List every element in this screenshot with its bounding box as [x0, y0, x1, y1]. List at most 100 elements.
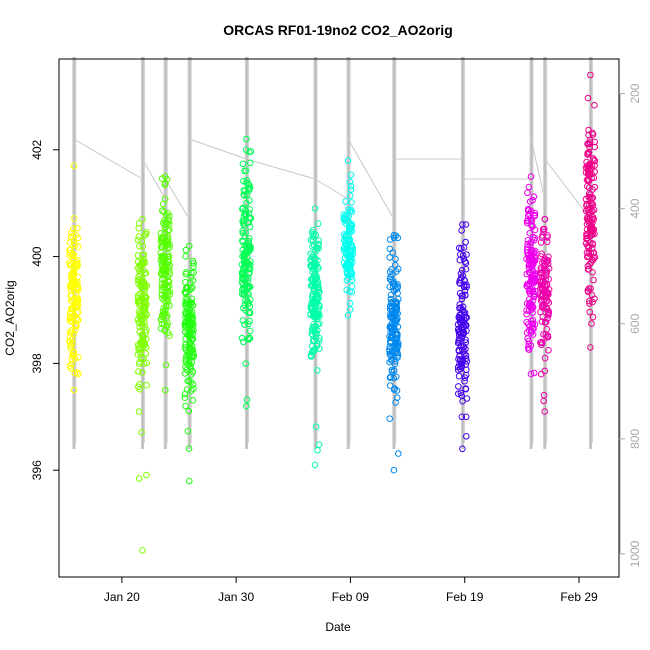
data-point	[524, 237, 532, 244]
data-point	[136, 385, 143, 393]
y-axis-label: CO2_AO2orig	[3, 280, 17, 355]
data-point	[238, 334, 246, 342]
data-point	[309, 276, 317, 284]
data-point	[184, 285, 191, 292]
data-point	[189, 397, 197, 404]
data-point	[136, 243, 143, 250]
y2-tick-label: 600	[628, 313, 642, 333]
x-tick-label: Jan 30	[218, 590, 254, 604]
data-point	[311, 285, 318, 293]
data-point	[181, 390, 189, 398]
y2-axis: 200 400 600 800 1000	[619, 83, 642, 567]
data-point	[459, 252, 467, 259]
data-point	[523, 311, 530, 318]
data-point	[165, 258, 173, 266]
data-point	[387, 314, 395, 321]
data-point	[312, 334, 320, 342]
data-point	[159, 276, 166, 283]
data-point	[462, 345, 469, 353]
data-point	[73, 296, 80, 303]
data-point	[314, 281, 322, 288]
data-point	[386, 338, 394, 345]
data-point	[344, 312, 352, 319]
x-tick-label: Feb 19	[446, 590, 484, 604]
data-point	[528, 329, 535, 336]
data-point	[162, 386, 169, 394]
data-point	[162, 242, 170, 250]
data-point	[386, 275, 394, 283]
data-point	[246, 269, 253, 276]
data-point	[585, 193, 592, 201]
data-point	[139, 259, 147, 267]
data-point	[589, 269, 596, 276]
data-point	[585, 206, 593, 214]
data-point	[583, 200, 591, 208]
data-point	[530, 237, 538, 244]
altitude-transit	[544, 158, 591, 220]
data-point	[455, 338, 463, 345]
data-point	[307, 236, 315, 244]
data-point	[311, 205, 319, 212]
data-point	[528, 320, 536, 328]
data-point	[542, 272, 550, 279]
data-point	[182, 402, 189, 410]
data-point	[537, 269, 545, 276]
data-point	[540, 228, 547, 236]
data-point	[242, 360, 250, 367]
data-point	[72, 232, 80, 239]
data-point	[345, 206, 352, 213]
data-point	[186, 242, 193, 250]
data-point	[313, 309, 321, 317]
data-point	[529, 331, 537, 338]
data-point	[75, 308, 82, 316]
data-point	[161, 326, 169, 334]
data-point	[458, 363, 465, 371]
data-point	[395, 265, 402, 273]
data-point	[135, 277, 143, 284]
y-tick-label: 398	[30, 353, 44, 373]
data-point	[141, 232, 148, 239]
data-point	[585, 162, 593, 170]
data-point	[586, 161, 594, 169]
data-point	[386, 346, 393, 353]
data-point	[187, 312, 194, 320]
data-point	[68, 356, 76, 363]
data-point	[462, 385, 470, 392]
data-point	[544, 232, 551, 239]
data-point	[143, 381, 150, 389]
data-point	[166, 244, 173, 251]
data-point	[181, 394, 189, 402]
y-tick-label: 400	[30, 246, 44, 266]
data-point	[141, 294, 149, 302]
data-point	[239, 227, 246, 235]
data-point	[186, 316, 193, 324]
data-point	[241, 321, 248, 328]
data-point	[455, 313, 463, 321]
data-point	[538, 293, 545, 300]
altitude-transit	[347, 138, 395, 220]
data-point	[461, 291, 469, 299]
data-point	[461, 281, 468, 289]
data-point	[341, 254, 349, 262]
data-point	[74, 224, 81, 232]
data-point	[584, 182, 591, 190]
data-point	[142, 230, 150, 238]
data-point	[528, 306, 535, 313]
data-point	[140, 303, 148, 311]
data-point	[588, 170, 595, 178]
data-point	[530, 369, 538, 377]
data-point	[347, 268, 354, 275]
data-point	[347, 182, 355, 190]
data-point	[135, 408, 143, 415]
data-point	[462, 413, 470, 421]
data-point	[72, 326, 79, 334]
data-point	[540, 397, 548, 405]
data-point	[349, 244, 356, 251]
data-point	[139, 369, 146, 376]
data-point	[388, 357, 395, 364]
data-point	[390, 231, 398, 239]
data-point	[391, 335, 399, 342]
data-point	[457, 270, 465, 277]
data-point	[190, 349, 197, 357]
